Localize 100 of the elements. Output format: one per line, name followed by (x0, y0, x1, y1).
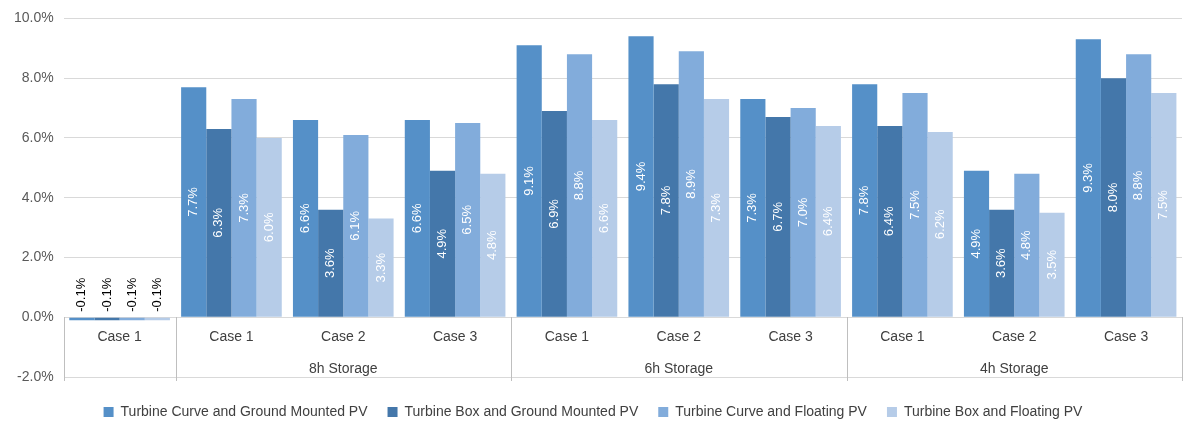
bar (429, 170, 456, 317)
bar (480, 173, 506, 317)
data-label: -0.1% (73, 277, 89, 312)
data-label: 7.5% (906, 189, 922, 220)
x-tick-label: Case 3 (1103, 328, 1149, 345)
data-label: 7.0% (794, 197, 810, 228)
data-label: 6.2% (931, 209, 947, 240)
legend-label: Turbine Curve and Floating PV (675, 402, 868, 419)
data-label: 7.8% (657, 185, 673, 216)
bar (592, 120, 618, 317)
data-label: 3.6% (322, 247, 338, 279)
data-label: 4.8% (484, 230, 500, 261)
data-label: 6.9% (545, 198, 561, 229)
annotation: 6h Storage (644, 359, 714, 376)
bar (703, 99, 730, 317)
data-label: 7.3% (744, 192, 760, 223)
y-tick-label: 10.0% (13, 9, 54, 26)
x-tick-label: Case 3 (432, 328, 478, 345)
bar (740, 99, 766, 317)
data-label: 6.6% (596, 203, 612, 234)
data-label: 6.7% (769, 201, 785, 232)
data-label: 7.8% (856, 185, 872, 216)
bar (927, 131, 953, 317)
x-tick-label: Case 1 (97, 328, 142, 345)
data-label: 6.4% (881, 206, 897, 237)
bar (852, 84, 878, 317)
data-label: 8.8% (1130, 170, 1146, 201)
data-label: 7.3% (235, 192, 251, 223)
x-tick-label: Case 1 (544, 328, 590, 345)
y-tick-label: 6.0% (21, 128, 54, 145)
data-label: 6.5% (459, 204, 475, 235)
x-tick-label: Case 2 (321, 328, 366, 345)
bar (516, 45, 542, 317)
data-label: 4.8% (1018, 230, 1034, 261)
data-label: -0.1% (98, 277, 114, 312)
bar (765, 117, 791, 317)
bar (653, 84, 679, 317)
y-tick-label: 0.0% (21, 308, 54, 325)
legend-label: Turbine Curve and Ground Mounted PV (120, 402, 369, 419)
bar (455, 122, 481, 317)
bar (815, 125, 841, 317)
bar (877, 125, 903, 317)
data-label: 8.0% (1105, 182, 1121, 213)
bar (1075, 39, 1101, 317)
data-label: 9.1% (520, 165, 536, 196)
bar (989, 209, 1015, 317)
bar (231, 99, 257, 317)
bar (790, 108, 816, 317)
data-label: 6.0% (260, 212, 276, 243)
data-label: 3.5% (1043, 249, 1059, 280)
data-label: 8.8% (571, 170, 587, 201)
bar (678, 51, 704, 317)
bar (902, 93, 928, 317)
data-label: 6.6% (297, 203, 313, 234)
x-tick-label: Case 1 (880, 328, 925, 345)
x-tick-label: Case 2 (992, 328, 1037, 345)
data-label: 7.5% (1155, 189, 1171, 220)
data-label: 8.9% (682, 168, 698, 199)
legend-label: Turbine Box and Ground Mounted PV (404, 402, 639, 419)
bar (1126, 54, 1152, 317)
data-label: 6.3% (210, 207, 226, 238)
data-label: 7.3% (708, 192, 724, 223)
x-tick-label: Case 1 (209, 328, 254, 345)
bar (404, 120, 430, 317)
annotation: 4h Storage (980, 359, 1049, 376)
bar (963, 170, 990, 317)
bar (1039, 212, 1065, 317)
bar (181, 87, 207, 317)
annotation: 8h Storage (309, 359, 378, 376)
bar (318, 209, 344, 317)
y-tick-label: 4.0% (21, 188, 54, 205)
bar (628, 36, 654, 317)
data-label: -0.1% (123, 277, 139, 312)
x-tick-label: Case 3 (768, 328, 813, 345)
y-tick-label: 8.0% (21, 69, 54, 86)
bar (1014, 173, 1040, 317)
bar (292, 120, 319, 317)
bar (343, 134, 369, 317)
bar (1151, 93, 1177, 317)
data-label: 6.1% (347, 210, 363, 241)
bar (541, 111, 567, 317)
data-label: 6.6% (408, 203, 424, 234)
legend-label: Turbine Box and Floating PV (903, 402, 1084, 419)
data-label: 9.4% (632, 161, 648, 192)
bar (256, 137, 282, 317)
bar (566, 54, 593, 317)
data-label: 4.9% (434, 228, 450, 259)
bar (368, 218, 394, 317)
bar (1100, 78, 1127, 317)
y-tick-label: 2.0% (21, 248, 54, 265)
data-label: 3.3% (372, 252, 388, 283)
data-label: 7.7% (185, 186, 201, 217)
data-label: 9.3% (1079, 162, 1095, 193)
data-label: 3.6% (993, 247, 1009, 279)
x-tick-label: Case 2 (656, 328, 702, 345)
bar (206, 128, 232, 317)
y-tick-label: -2.0% (17, 367, 54, 384)
data-label: -0.1% (148, 277, 164, 312)
data-label: 6.4% (819, 206, 835, 237)
data-label: 4.9% (968, 228, 984, 259)
